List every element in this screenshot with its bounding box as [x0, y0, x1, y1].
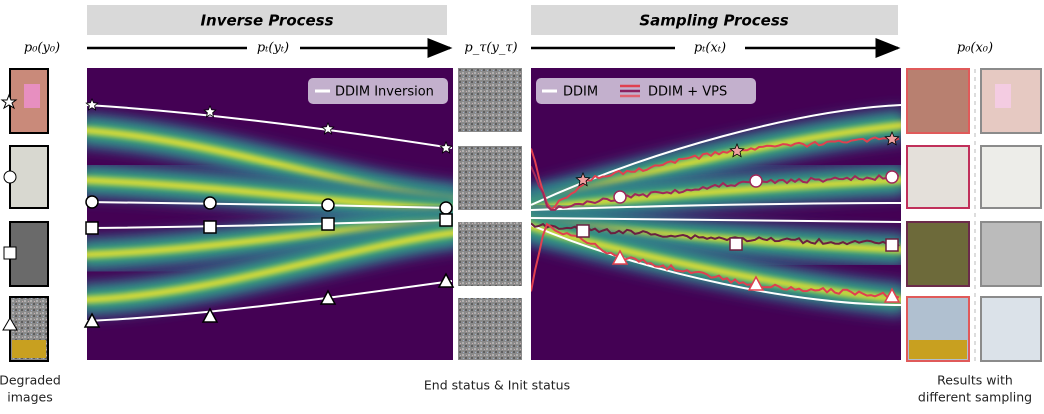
graphic — [907, 146, 969, 208]
legend-label: DDIM — [563, 85, 598, 100]
legend-label: DDIM + VPS — [648, 85, 727, 100]
graphic — [24, 84, 40, 108]
caption: images — [7, 390, 52, 405]
graphic — [886, 171, 898, 183]
graphic — [322, 218, 334, 230]
graphic — [458, 222, 522, 286]
graphic — [204, 197, 216, 209]
result-images — [907, 69, 1041, 361]
header-title: Inverse Process — [200, 12, 333, 30]
caption: Results with — [937, 373, 1013, 388]
degraded-images — [2, 69, 48, 361]
graphic — [458, 298, 522, 360]
graphic — [981, 222, 1041, 286]
caption: different sampling — [918, 390, 1032, 405]
graphic — [204, 221, 216, 233]
header-title: Sampling Process — [639, 12, 788, 30]
distribution-label: p₀(x₀) — [957, 41, 993, 56]
graphic — [440, 214, 452, 226]
graphic — [440, 202, 452, 214]
graphic — [995, 84, 1011, 108]
graphic — [886, 239, 898, 251]
distribution-label: pₜ(yₜ) — [257, 41, 289, 56]
graphic — [4, 171, 16, 183]
sampling-heatmap — [525, 68, 905, 360]
graphic — [907, 222, 969, 286]
noise-images — [458, 68, 522, 360]
graphic — [577, 225, 589, 237]
graphic — [730, 238, 742, 250]
graphic — [322, 199, 334, 211]
graphic — [458, 68, 522, 132]
graphic — [86, 222, 98, 234]
caption: Degraded — [0, 373, 61, 388]
graphic — [981, 146, 1041, 208]
graphic — [4, 247, 16, 259]
inverse-heatmap — [80, 68, 460, 360]
graphic — [12, 340, 46, 358]
graphic — [909, 340, 967, 359]
distribution-label: pₜ(xₜ) — [694, 41, 726, 56]
graphic — [981, 297, 1041, 361]
graphic — [458, 146, 522, 210]
graphic — [86, 196, 98, 208]
graphic — [750, 175, 762, 187]
distribution-label: p_τ(y_τ) — [464, 41, 517, 56]
graphic — [981, 69, 1041, 361]
graphic — [907, 69, 969, 133]
distribution-label: p₀(y₀) — [24, 41, 60, 56]
figure: Inverse Process Sampling Process p₀(y₀) … — [0, 0, 1044, 410]
legend-label: DDIM Inversion — [335, 85, 434, 100]
graphic — [614, 191, 626, 203]
caption: End status & Init status — [424, 378, 570, 393]
